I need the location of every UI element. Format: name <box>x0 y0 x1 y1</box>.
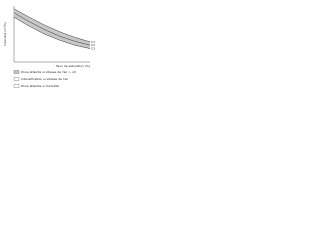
line <box>13 16 91 49</box>
legend-label: Zone atteinte si vitesse de l'air > v0 <box>21 70 76 74</box>
series-label: C1 <box>91 40 95 44</box>
x-axis-label: Taux de saturation (%) <box>55 64 90 68</box>
shaded-band <box>14 8 90 49</box>
legend-label: Zone atteinte si humidité <box>21 84 59 88</box>
legend-swatch <box>13 84 20 88</box>
legend-swatch <box>13 77 20 81</box>
line <box>13 8 91 43</box>
series-label: C2 <box>91 43 95 47</box>
y-axis-label: Intensité (m³/h) <box>3 22 7 45</box>
legend-swatch <box>13 70 20 74</box>
chart: Intensité (m³/h) Taux de saturation (%) … <box>0 0 100 94</box>
legend-label: Intensification si vitesse de l'air <box>21 77 69 81</box>
series-label: C3 <box>91 47 95 51</box>
line <box>13 12 91 46</box>
